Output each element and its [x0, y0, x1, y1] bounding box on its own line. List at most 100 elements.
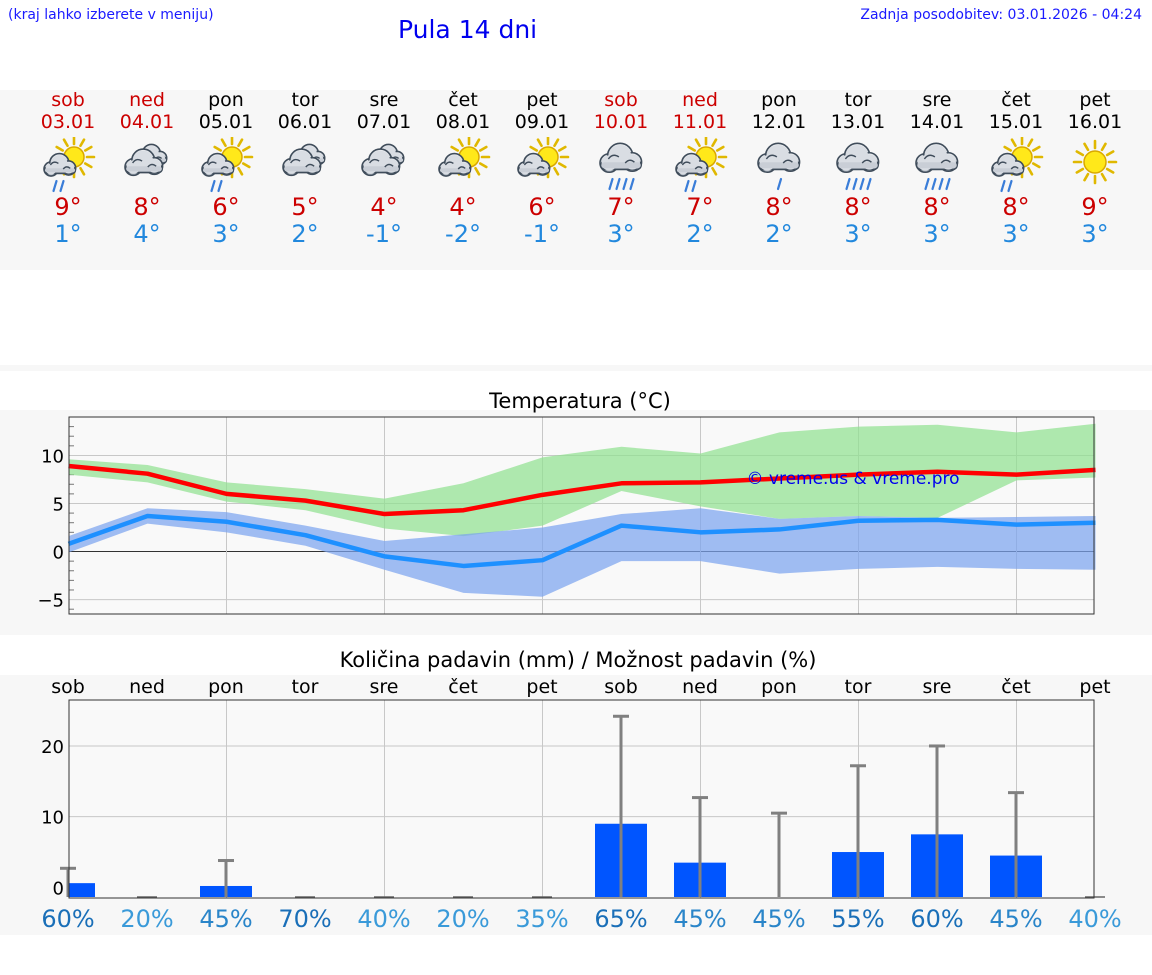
precipitation-day-label: ned	[129, 676, 165, 698]
divider-band	[0, 365, 1152, 371]
precipitation-frame	[68, 699, 1095, 899]
forecast-day: čet 15.01 8° 3°	[976, 89, 1056, 248]
precipitation-ytick-label: 0	[53, 878, 64, 899]
precipitation-day-label: tor	[292, 676, 319, 698]
precipitation-probability-label: 45%	[989, 905, 1042, 933]
precipitation-probability-label: 45%	[673, 905, 726, 933]
forecast-day: sre 14.01 8° 3°	[897, 89, 977, 248]
cloud-shape	[438, 152, 472, 177]
min-temperature: 4°	[133, 220, 161, 248]
cloud-shape	[43, 152, 77, 177]
forecast-day: sre 07.01 4° -1°	[344, 89, 424, 248]
day-date: 08.01	[435, 111, 491, 133]
min-temperature: -1°	[524, 220, 560, 248]
day-date: 14.01	[909, 111, 965, 133]
cloud-shape	[757, 142, 801, 174]
precipitation-day-label: sre	[923, 676, 952, 698]
max-temperature: 7°	[686, 193, 714, 221]
max-temperature-line	[68, 463, 1096, 517]
max-temperature: 6°	[528, 193, 556, 221]
min-temperature: 3°	[607, 220, 635, 248]
precipitation-day-label: sre	[370, 676, 399, 698]
day-date: 11.01	[672, 111, 728, 133]
precipitation-probability-label: 70%	[278, 905, 331, 933]
precipitation-day-label: ned	[682, 676, 718, 698]
cloudy-icon	[124, 143, 168, 177]
precipitation-day-label: tor	[845, 676, 872, 698]
forecast-day: tor 06.01 5° 2°	[265, 89, 345, 248]
day-name: pet	[526, 89, 558, 111]
temperature-ytick-label: 0	[53, 543, 64, 564]
cloud-heavy-rain-icon	[915, 142, 959, 191]
cloud-heavy-rain-icon	[599, 142, 643, 191]
cloud-shape	[836, 142, 880, 174]
cloudy-icon	[361, 143, 405, 177]
min-temperature: -2°	[445, 220, 481, 248]
min-temperature: 3°	[844, 220, 872, 248]
page-title: Pula 14 dni	[398, 15, 538, 44]
cloud-shape	[675, 152, 709, 177]
day-date: 06.01	[277, 111, 333, 133]
day-name: tor	[291, 89, 319, 111]
day-name: ned	[682, 89, 718, 111]
day-name: ned	[129, 89, 165, 111]
precipitation-chart-title: Količina padavin (mm) / Možnost padavin …	[340, 648, 817, 672]
forecast-day: tor 13.01 8° 3°	[818, 89, 898, 248]
location-hint: (kraj lahko izberete v meniju)	[8, 7, 214, 23]
day-date: 13.01	[830, 111, 886, 133]
forecast-day: pon 05.01 6° 3°	[186, 89, 266, 248]
min-temperature: 3°	[1081, 220, 1109, 248]
day-date: 16.01	[1067, 111, 1123, 133]
precipitation-probability-label: 20%	[436, 905, 489, 933]
precipitation-probability-label: 35%	[515, 905, 568, 933]
day-name: sob	[51, 89, 85, 111]
day-date: 07.01	[356, 111, 412, 133]
cloud-shape	[124, 148, 164, 177]
precipitation-day-label: sob	[51, 676, 85, 698]
rain-drops	[608, 177, 635, 191]
precipitation-probability-label: 45%	[752, 905, 805, 933]
sun-icon	[1072, 139, 1118, 185]
min-temperature: 3°	[1002, 220, 1030, 248]
sun-cloud-icon	[438, 137, 491, 179]
precipitation-bar	[69, 883, 95, 897]
max-temperature: 9°	[54, 193, 82, 221]
sun-shape	[1072, 139, 1118, 185]
watermark-text: © vreme.us & vreme.pro	[746, 469, 959, 489]
cloud-shape	[991, 152, 1025, 177]
max-temperature: 7°	[607, 193, 635, 221]
max-temperature: 9°	[1081, 193, 1109, 221]
day-name: pon	[208, 89, 244, 111]
temperature-ytick-label: −5	[37, 591, 64, 612]
last-update: Zadnja posodobitev: 03.01.2026 - 04:24	[860, 7, 1142, 23]
min-temperature: 1°	[54, 220, 82, 248]
day-name: čet	[448, 89, 478, 111]
day-date: 05.01	[198, 111, 254, 133]
sun-cloud-rain-icon	[43, 137, 96, 193]
cloud-heavy-rain-icon	[836, 142, 880, 191]
temperature-ytick-label: 5	[53, 494, 64, 515]
max-temperature: 5°	[291, 193, 319, 221]
forecast-day: pon 12.01 8° 2°	[739, 89, 819, 248]
precipitation-probability-label: 20%	[120, 905, 173, 933]
max-temperature: 8°	[1002, 193, 1030, 221]
min-range-band	[68, 508, 1096, 597]
rain-drops	[684, 179, 697, 193]
precipitation-day-label: sob	[604, 676, 638, 698]
precipitation-day-label: pet	[526, 676, 557, 698]
day-date: 03.01	[40, 111, 96, 133]
daily-forecast-strip: sob 03.01 9° 1° ned 04.01 8° 4° pon 05.01 6° 3° tor 0…	[0, 89, 1152, 270]
forecast-day: pet 16.01 9° 3°	[1055, 89, 1135, 248]
day-date: 12.01	[751, 111, 807, 133]
rain-drops	[776, 177, 783, 191]
min-temperature: 3°	[212, 220, 240, 248]
temperature-ytick-label: 10	[41, 446, 64, 467]
precipitation-day-label: pon	[208, 676, 244, 698]
sun-cloud-rain-icon	[991, 137, 1044, 193]
min-temperature-line	[67, 513, 1096, 569]
precipitation-probability-label: 40%	[357, 905, 410, 933]
min-temperature: 2°	[291, 220, 319, 248]
precipitation-day-label: čet	[448, 676, 478, 698]
precipitation-probability-label: 60%	[41, 905, 94, 933]
temperature-chart-title: Temperatura (°C)	[488, 389, 671, 413]
